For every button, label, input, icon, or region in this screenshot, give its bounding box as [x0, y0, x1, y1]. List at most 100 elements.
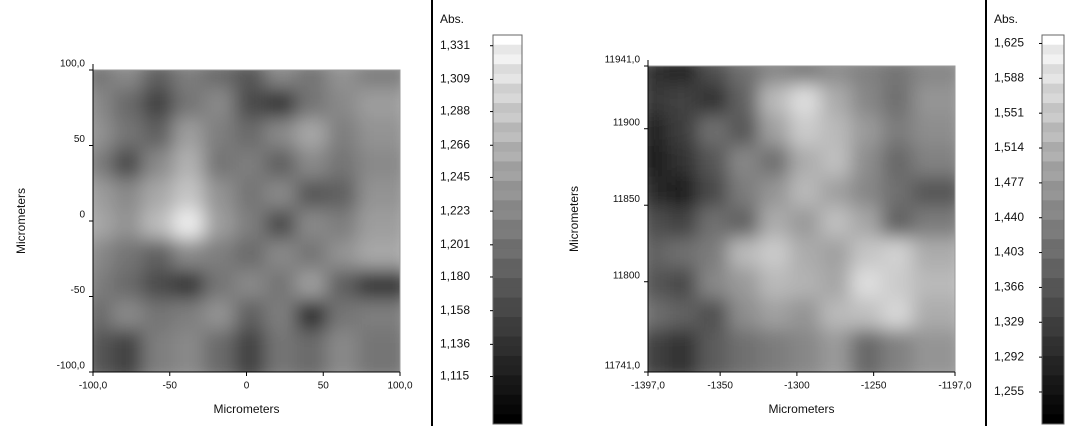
colorbar-band — [1042, 161, 1064, 172]
colorbar-band — [493, 248, 522, 260]
colorbar-tick-label: 1,331 — [440, 38, 470, 52]
colorbar-band — [493, 122, 522, 133]
colorbar-band — [493, 190, 522, 201]
colorbar-band — [493, 239, 522, 250]
colorbar-band — [1042, 190, 1064, 201]
colorbar-band — [493, 375, 522, 386]
colorbar-band — [493, 346, 522, 357]
colorbar-band — [1042, 239, 1064, 250]
y-axis-label: Micrometers — [14, 188, 28, 254]
colorbar-band — [1042, 346, 1064, 357]
colorbar-tick-label: 1,288 — [440, 104, 470, 118]
colorbar-band — [493, 103, 522, 114]
colorbar-band — [1042, 83, 1064, 94]
colorbar-band — [493, 44, 522, 55]
colorbar-band — [1042, 404, 1064, 415]
colorbar-band — [493, 229, 522, 240]
colorbar-band — [493, 180, 522, 192]
colorbar-band — [1042, 44, 1064, 55]
y-tick-label: 11941,0 — [605, 55, 641, 66]
colorbar-tick-label: 1,477 — [994, 175, 1024, 189]
y-tick-label: -50 — [71, 285, 86, 296]
x-tick-label: -1397,0 — [631, 381, 665, 392]
y-axis-label: Micrometers — [567, 186, 581, 252]
colorbar-band — [493, 317, 522, 328]
colorbar-band — [493, 326, 522, 337]
colorbar-band — [493, 161, 522, 172]
colorbar-band — [1042, 73, 1064, 85]
colorbar-band — [493, 287, 522, 299]
colorbar-band — [493, 258, 522, 269]
colorbar-band — [1042, 336, 1064, 347]
colorbar-tick-label: 1,514 — [994, 140, 1024, 154]
colorbar-band — [1042, 326, 1064, 337]
colorbar-tick-label: 1,366 — [994, 280, 1024, 294]
y-tick-label: 50 — [74, 134, 86, 145]
colorbar-tick-label: 1,329 — [994, 314, 1024, 328]
colorbar-tick-label: 1,403 — [994, 245, 1024, 259]
y-tick-label: 11900 — [613, 117, 641, 128]
colorbar-band — [493, 336, 522, 347]
colorbar-band — [1042, 258, 1064, 269]
colorbar-band — [1042, 375, 1064, 386]
colorbar-band — [1042, 64, 1064, 75]
colorbar-band — [493, 365, 522, 376]
colorbar-frame — [492, 34, 523, 425]
colorbar-band — [1042, 385, 1064, 396]
colorbar-tick-label: 1,266 — [440, 137, 470, 151]
colorbar-band — [493, 171, 522, 182]
colorbar-band — [493, 54, 522, 65]
colorbar-band — [493, 64, 522, 75]
colorbar-frame — [1041, 34, 1065, 425]
colorbar-band — [493, 141, 522, 153]
colorbar-band — [493, 200, 522, 211]
colorbar-band — [1042, 171, 1064, 182]
cell — [912, 329, 955, 372]
colorbar-band — [1042, 35, 1064, 46]
colorbar-tick-label: 1,245 — [440, 170, 470, 184]
colorbar-band — [1042, 365, 1064, 376]
colorbar-band — [493, 83, 522, 94]
x-tick-label: -1250 — [861, 381, 887, 392]
colorbar-tick-label: 1,551 — [994, 105, 1024, 119]
heatmap — [93, 70, 400, 372]
colorbar-tick-label: 1,115 — [440, 369, 469, 383]
colorbar-band — [1042, 278, 1064, 289]
colorbar-band — [1042, 103, 1064, 114]
x-tick-label: -1197,0 — [938, 381, 972, 392]
colorbar-band — [493, 73, 522, 85]
colorbar-tick-label: 1,255 — [994, 384, 1024, 398]
y-tick-label: 11850 — [613, 194, 641, 205]
colorbar-band — [493, 385, 522, 396]
heatmap — [648, 66, 955, 372]
x-tick-label: -1300 — [784, 381, 810, 392]
x-axis-label: Micrometers — [213, 402, 279, 416]
colorbar-band — [1042, 297, 1064, 308]
colorbar-tick-label: 1,180 — [440, 269, 470, 283]
x-tick-label: -1350 — [707, 381, 733, 392]
colorbar-band — [1042, 141, 1064, 153]
plot-area — [648, 66, 955, 372]
plot-area — [93, 70, 400, 372]
colorbar-band — [1042, 414, 1064, 425]
colorbar-band — [1042, 287, 1064, 299]
colorbar-band — [493, 132, 522, 143]
colorbar-band — [1042, 200, 1064, 211]
y-tick-label: 11741,0 — [605, 361, 641, 372]
colorbar-band — [1042, 112, 1064, 124]
colorbar-band — [1042, 317, 1064, 328]
colorbar-band — [1042, 54, 1064, 65]
colorbar-band — [1042, 394, 1064, 406]
colorbar-band — [493, 151, 522, 162]
colorbar-band — [493, 112, 522, 124]
colorbar-band — [493, 210, 522, 221]
colorbar-band — [1042, 122, 1064, 133]
colorbar-band — [493, 307, 522, 318]
colorbar-band — [1042, 229, 1064, 240]
colorbar-tick-label: 1,309 — [440, 72, 470, 86]
colorbar-band — [493, 404, 522, 415]
colorbar-title: Abs. — [994, 12, 1018, 26]
colorbar-tick-label: 1,201 — [440, 237, 470, 251]
colorbar-band — [1042, 180, 1064, 192]
